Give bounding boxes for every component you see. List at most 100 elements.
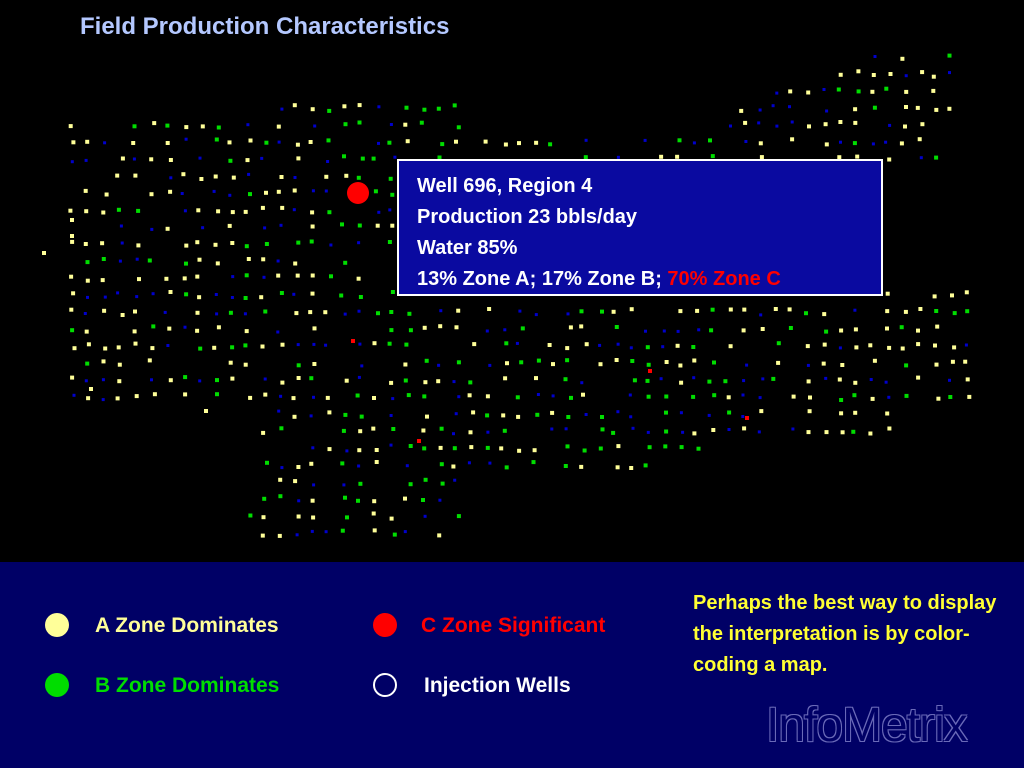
injection-well-marker (745, 363, 749, 367)
a-zone-well-marker (551, 362, 555, 367)
b-zone-well-marker (279, 426, 284, 431)
injection-well-marker (358, 342, 362, 346)
injection-well-marker (884, 140, 888, 144)
a-zone-well-marker (963, 359, 968, 364)
b-zone-well-marker (404, 105, 409, 110)
a-zone-well-marker (741, 328, 746, 333)
b-zone-well-marker (387, 341, 392, 346)
a-zone-well-marker (870, 89, 875, 94)
a-zone-well-marker (773, 307, 778, 311)
a-zone-well-marker (405, 139, 410, 144)
injection-well-marker (727, 428, 731, 431)
a-zone-well-marker (199, 177, 204, 181)
a-zone-well-marker (759, 155, 764, 160)
b-zone-well-marker (836, 87, 841, 92)
b-zone-well-marker (663, 444, 668, 449)
a-zone-well-marker (934, 107, 939, 112)
a-zone-well-marker (516, 414, 521, 419)
injection-well-marker (377, 141, 380, 145)
injection-well-marker (457, 395, 461, 399)
well-map-plot (42, 53, 972, 538)
injection-well-marker (163, 310, 167, 314)
injection-well-marker (357, 241, 361, 245)
a-zone-well-marker (277, 533, 282, 538)
injection-well-marker (118, 259, 122, 263)
b-zone-well-marker (712, 393, 717, 398)
a-zone-well-marker (246, 257, 251, 261)
a-zone-well-marker (296, 156, 301, 161)
injection-legend-dot (373, 673, 397, 697)
a-zone-well-marker (167, 326, 172, 331)
a-zone-well-marker (485, 394, 490, 399)
a-zone-well-marker (259, 295, 264, 300)
b-zone-well-marker (515, 395, 520, 400)
b-zone-well-marker (339, 293, 344, 298)
injection-well-marker (467, 461, 471, 465)
a-zone-well-marker (323, 310, 328, 315)
a-zone-well-marker (295, 142, 300, 147)
injection-well-marker (454, 412, 458, 416)
injection-well-marker (212, 189, 216, 193)
a-zone-well-marker (950, 293, 954, 298)
a-zone-well-marker (456, 308, 461, 313)
injection-well-marker (150, 378, 153, 382)
b-zone-well-marker (664, 429, 669, 434)
a-zone-well-marker (310, 107, 315, 112)
injection-well-marker (697, 328, 701, 332)
a-zone-well-marker (614, 358, 619, 362)
b-zone-well-marker (579, 309, 584, 314)
a-zone-well-marker (147, 358, 152, 363)
a-zone-well-marker (805, 344, 810, 349)
b-zone-well-marker (132, 124, 137, 129)
a-zone-well-marker (887, 345, 892, 350)
injection-well-marker (135, 295, 139, 299)
injection-well-marker (120, 241, 124, 245)
b-zone-well-marker (357, 120, 362, 125)
selected-well-marker[interactable] (347, 182, 369, 204)
a-zone-well-marker (451, 464, 456, 469)
a-zone-well-marker (213, 174, 218, 179)
b-zone-well-marker (296, 240, 301, 245)
injection-well-marker (423, 514, 427, 518)
injection-well-marker (887, 395, 891, 399)
a-zone-well-marker (579, 464, 584, 469)
injection-well-marker (564, 427, 568, 431)
b-zone-well-marker (230, 345, 235, 350)
injection-well-marker (616, 342, 620, 346)
b-zone-well-marker (691, 345, 696, 349)
a-zone-well-marker (855, 154, 860, 159)
injection-well-marker (453, 478, 457, 482)
b-zone-well-marker (309, 239, 314, 244)
a-zone-well-marker (182, 276, 187, 281)
a-zone-well-marker (374, 460, 379, 464)
injection-well-marker (580, 381, 584, 385)
a-zone-well-marker (292, 414, 297, 419)
a-zone-well-marker (915, 105, 920, 110)
a-zone-well-marker (310, 498, 315, 503)
b-zone-well-marker (600, 309, 604, 314)
a-zone-well-marker (195, 240, 200, 245)
b-zone-well-marker (343, 495, 347, 500)
a-zone-well-marker (839, 411, 844, 416)
a-zone-well-marker (920, 70, 925, 75)
injection-well-marker (343, 312, 347, 316)
a-zone-well-marker (471, 410, 476, 415)
a-zone-well-marker (261, 515, 266, 520)
a-zone-well-marker (839, 328, 844, 333)
a-zone-well-marker (932, 294, 937, 299)
b-zone-well-marker (436, 106, 441, 111)
injection-well-marker (183, 325, 187, 329)
b-zone-well-marker (723, 379, 728, 384)
b-zone-well-marker (263, 309, 268, 314)
a-zone-well-marker (310, 273, 315, 278)
a-zone-well-marker (137, 277, 141, 282)
injection-well-marker (646, 430, 650, 434)
injection-well-marker (377, 105, 381, 109)
a-zone-well-marker (308, 140, 313, 144)
a-zone-well-marker (760, 327, 765, 331)
b-zone-well-marker (600, 427, 605, 432)
a-zone-well-marker (472, 342, 477, 347)
a-zone-well-marker (868, 343, 873, 348)
a-zone-well-marker (423, 380, 428, 385)
b-zone-well-marker (244, 273, 249, 278)
